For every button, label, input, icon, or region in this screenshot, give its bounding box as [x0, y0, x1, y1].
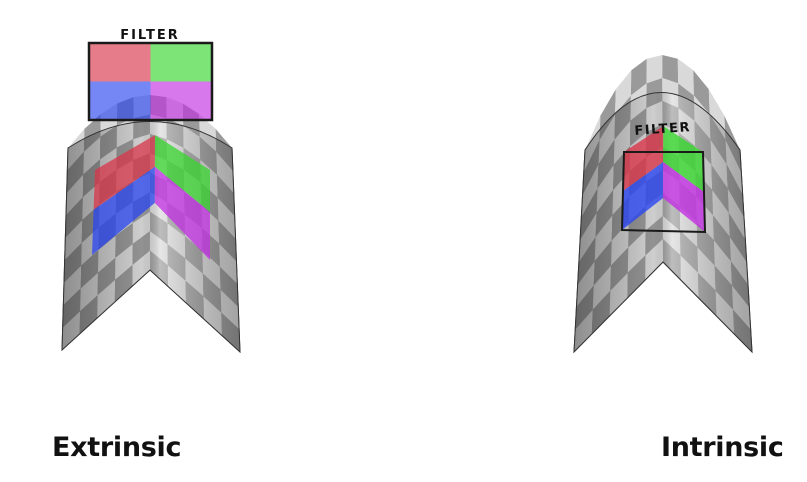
checker-cell — [615, 70, 632, 115]
intrinsic-filter-patch — [663, 162, 705, 232]
checker-cell — [662, 55, 679, 84]
intrinsic-filter-patch — [623, 126, 664, 191]
projected-color-patch — [154, 166, 210, 260]
extrinsic-filter: FILTER — [87, 28, 214, 122]
intrinsic-caption: Intrinsic — [661, 432, 784, 463]
projected-color-patch — [92, 166, 155, 255]
filter-quadrant — [150, 43, 212, 82]
checker-cell — [646, 55, 663, 84]
intrinsic-filter-patch — [663, 126, 704, 192]
checker-cell — [630, 58, 647, 96]
intrinsic-filter — [620, 126, 707, 234]
extrinsic-filter-label: FILTER — [120, 28, 180, 43]
intrinsic-surface: FILTER — [573, 55, 753, 354]
checker-cell — [693, 70, 710, 115]
filter-quadrant — [150, 81, 212, 120]
intrinsic-filter-label: FILTER — [634, 120, 692, 139]
extrinsic-projected-colors — [92, 135, 210, 260]
intrinsic-filter-patch — [622, 162, 664, 230]
projected-color-patch — [93, 135, 155, 210]
checker-cell — [677, 58, 694, 96]
intrinsic-filter-border — [620, 151, 707, 234]
extrinsic-caption: Extrinsic — [52, 432, 182, 463]
extrinsic-surface — [61, 95, 241, 354]
filter-quadrant — [89, 81, 151, 120]
filter-quadrant — [89, 43, 151, 82]
projected-color-patch — [154, 135, 210, 213]
figure-canvas: FILTER FILTER — [61, 28, 753, 354]
